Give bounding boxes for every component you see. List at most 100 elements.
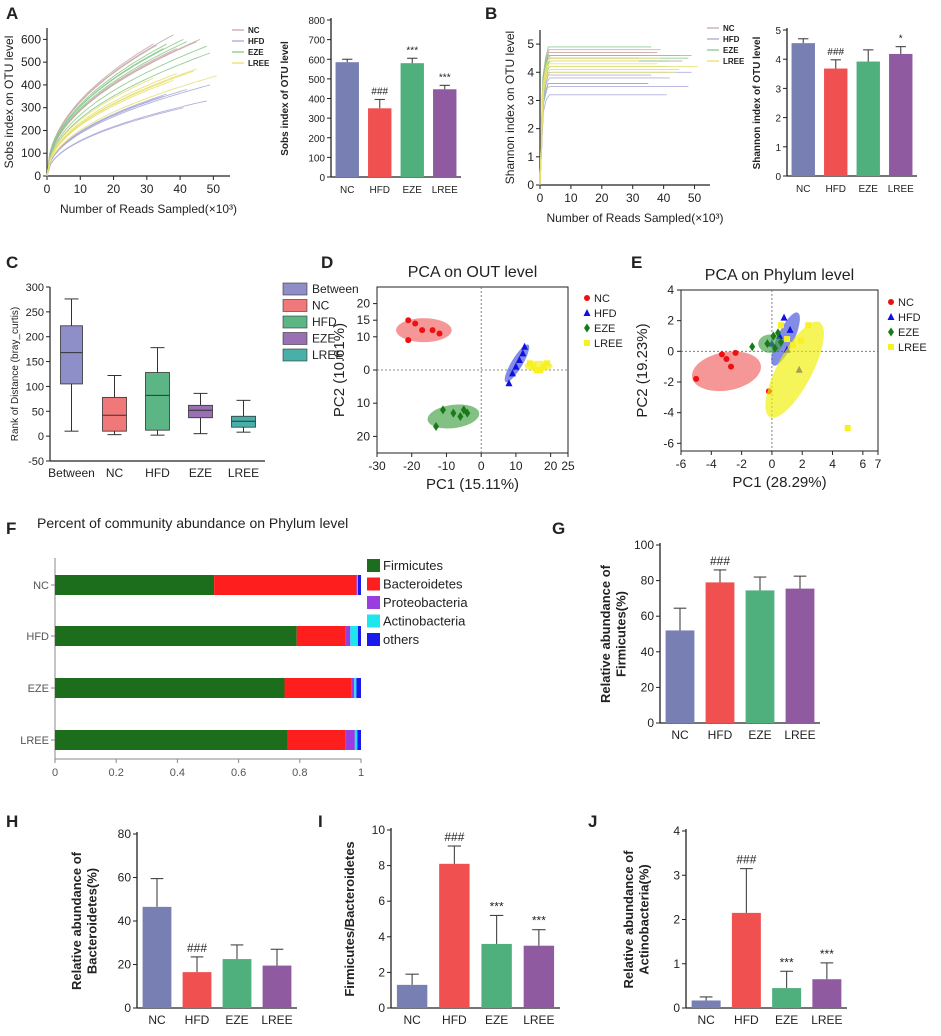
legend-marker-HFD — [583, 309, 591, 316]
curve-HFD — [539, 85, 689, 186]
y-tick-label: 600 — [308, 55, 325, 66]
point-LREE — [778, 322, 785, 329]
y-tick-label: 1 — [673, 957, 680, 971]
y-axis-label: Sobs index of OTU level — [280, 41, 291, 156]
bar-EZE — [745, 590, 775, 723]
segment-EZE-others — [356, 678, 361, 698]
panel-letter: A — [6, 4, 18, 23]
point-EZE — [764, 339, 771, 349]
y-tick-label: 4 — [673, 824, 680, 838]
y-tick-label: 500 — [21, 55, 41, 69]
legend-label-HFD: HFD — [898, 312, 921, 324]
panel-I_bar: 0 2 4 6 8 10 NC ### HFD *** EZE *** LREE Firmicutes/B… — [342, 823, 560, 1027]
y-tick-label: 40 — [118, 914, 132, 928]
segment-NC-Bacteroidetes — [214, 575, 357, 595]
point-NC — [436, 330, 443, 337]
legend-label-NC: NC — [898, 297, 914, 309]
panel-J_bar: 0 1 2 3 4 NC ### HFD *** EZE *** LREE Relative abund… — [621, 824, 847, 1027]
x-tick-label: 0 — [769, 457, 776, 471]
y-tick-label-LREE: LREE — [20, 735, 49, 747]
point-HFD — [505, 379, 513, 387]
legend-label-EZE: EZE — [594, 323, 615, 335]
x-tick-label: 30 — [626, 191, 640, 205]
panel-D_pca: -30 -20 -10 0 10 20 2520151001020NCHFDEZELREEP… — [331, 264, 623, 493]
segment-NC-Firmicutes — [55, 575, 215, 595]
x-axis-label: Number of Reads Sampled(×10³) — [60, 202, 237, 216]
point-HFD — [508, 369, 516, 377]
x-tick-label: 40 — [173, 182, 187, 196]
y-tick-label: 2 — [667, 314, 674, 328]
bar-LREE — [523, 945, 555, 1008]
curve-EZE — [46, 41, 187, 177]
curve-LREE — [539, 57, 661, 186]
x-tick-label: 20 — [595, 191, 609, 205]
panel-letter: B — [485, 4, 497, 23]
point-LREE — [797, 337, 804, 344]
panel-G_bar: 0 20 40 60 80 100 NC ### HFD EZE LREE Relative abun… — [598, 538, 820, 742]
y-axis-label: Rank of Distance (bray_curtis) — [10, 307, 21, 442]
curve-EZE — [46, 43, 168, 177]
legend-label-Between: Between — [312, 282, 359, 296]
bar-HFD — [182, 972, 212, 1008]
point-NC — [419, 327, 426, 334]
bar-EZE — [772, 988, 802, 1008]
point-LREE — [844, 425, 851, 431]
legend-label-LREE: LREE — [723, 57, 745, 66]
y-tick-label: 5 — [775, 26, 781, 37]
x-tick-label: 0.4 — [170, 767, 185, 779]
y-tick-label: 200 — [26, 332, 44, 344]
x-tick-label-NC: NC — [403, 1013, 421, 1027]
y-tick-label: 700 — [308, 36, 325, 47]
point-NC — [412, 320, 419, 327]
y-tick-label: 3 — [673, 868, 680, 882]
x-tick-label: 2 — [799, 457, 806, 471]
segment-HFD-Actinobacteria — [350, 626, 358, 646]
legend-label-LREE: LREE — [594, 338, 623, 350]
bar-HFD — [368, 108, 392, 177]
bar-HFD — [439, 863, 470, 1008]
legend-swatch-HFD — [282, 315, 308, 329]
panel-C_box: -50 0 50 100 150 200 250 300 Between NC HFD EZE LREE… — [10, 282, 359, 480]
point-EZE — [774, 328, 781, 338]
point-LREE — [540, 363, 547, 370]
curve-NC — [539, 49, 661, 186]
legend-swatch-Bacteroidetes — [367, 577, 380, 591]
bar-NC — [691, 1000, 721, 1008]
segment-LREE-Actinobacteria — [354, 730, 358, 750]
y-tick-label: 0 — [319, 173, 325, 184]
ellipse-NC — [692, 351, 761, 392]
segment-NC-Proteobacteria — [356, 575, 358, 595]
y-axis-label: Relative abundance ofActinobacteria(%) — [621, 850, 652, 989]
y-tick-label: 0 — [673, 1001, 680, 1015]
legend-label-EZE: EZE — [723, 46, 739, 55]
curve-NC — [46, 43, 154, 177]
curve-EZE — [539, 57, 689, 186]
y-tick-label: 10 — [357, 330, 371, 344]
curve-NC — [539, 60, 683, 186]
segment-EZE-Firmicutes — [55, 678, 285, 698]
box-Between — [60, 325, 83, 385]
y-tick-label: 40 — [641, 645, 655, 659]
curve-EZE — [539, 66, 667, 186]
x-tick-label: -4 — [706, 457, 717, 471]
segment-NC-others — [357, 575, 361, 595]
significance-LREE: *** — [532, 914, 546, 928]
x-tick-label-LREE: LREE — [432, 185, 458, 196]
point-LREE — [544, 360, 551, 367]
point-HFD — [519, 349, 527, 357]
segment-EZE-Proteobacteria — [351, 678, 355, 698]
legend-swatch-Proteobacteria — [367, 596, 380, 609]
panel-letter: H — [6, 812, 18, 831]
y-tick-label: 0 — [667, 344, 674, 358]
bar-LREE — [812, 979, 842, 1008]
x-tick-label-LREE: LREE — [261, 1013, 292, 1027]
point-EZE — [457, 411, 464, 421]
y-tick-label: 20 — [357, 297, 371, 311]
significance-EZE: *** — [490, 899, 504, 913]
legend-label-Actinobacteria: Actinobacteria — [383, 614, 466, 629]
x-tick-label: -6 — [676, 457, 687, 471]
panel-letter: C — [6, 253, 18, 272]
legend-marker-LREE — [584, 340, 590, 346]
y-axis-label: Firmicutes/Bacteroidetes — [342, 841, 357, 996]
y-tick-label: -2 — [663, 375, 674, 389]
